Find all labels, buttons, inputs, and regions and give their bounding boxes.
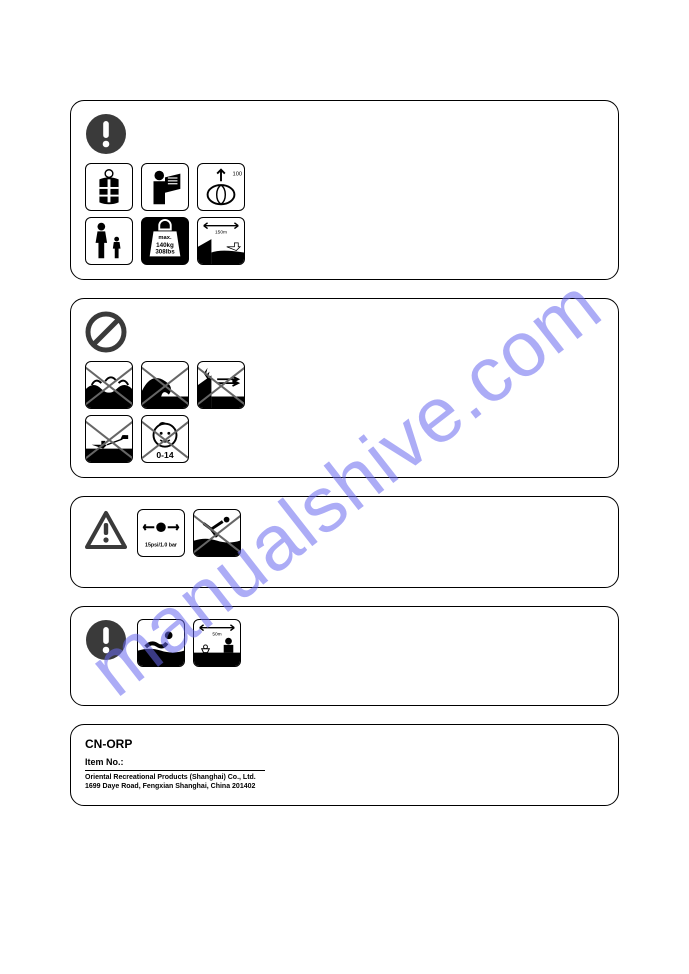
mandatory-row-2: max.140kg308lbs 150m [85, 217, 604, 265]
exclamation-circle-icon [85, 113, 127, 155]
panel-prohibited: 0-14 [70, 298, 619, 478]
inflate-100pct-icon: 100 % [197, 163, 245, 211]
warning-triangle-icon [85, 509, 127, 551]
svg-text:0-14: 0-14 [156, 450, 173, 460]
no-diving-icon [193, 509, 241, 557]
info-code: CN-ORP [85, 737, 604, 753]
prohibited-row-2: 0-14 [85, 415, 604, 463]
swimmers-only-icon [137, 619, 185, 667]
manual-page: manualshive.com 100 % max.140kg308lbs [0, 0, 689, 974]
svg-text:15psi/1.0 bar: 15psi/1.0 bar [145, 542, 177, 548]
exclamation-circle-icon [85, 619, 127, 661]
no-under-14-icon: 0-14 [141, 415, 189, 463]
svg-text:150m: 150m [215, 229, 227, 235]
pressure-icon: 15psi/1.0 bar [137, 509, 185, 557]
no-whitewater-icon [85, 361, 133, 409]
svg-text:max.: max. [158, 235, 172, 241]
mandatory-row-1: 100 % [85, 163, 604, 211]
info-block: CN-ORP Item No.: Oriental Recreational P… [85, 737, 604, 791]
no-breaking-waves-icon [141, 361, 189, 409]
svg-text:50m: 50m [212, 631, 221, 637]
info-address: 1699 Daye Road, Fengxian Shanghai, China… [85, 782, 604, 791]
info-manufacturer: Oriental Recreational Products (Shanghai… [85, 773, 604, 782]
caution-row-1: 15psi/1.0 bar [137, 509, 241, 557]
lifejacket-icon [85, 163, 133, 211]
max-load-icon: max.140kg308lbs [141, 217, 189, 265]
no-circle-icon [85, 311, 127, 353]
adult-child-icon [85, 217, 133, 265]
shore-distance-icon: 150m [197, 217, 245, 265]
read-manual-icon [141, 163, 189, 211]
svg-text:308lbs: 308lbs [155, 248, 175, 255]
info-item-label: Item No.: [85, 757, 265, 772]
notice-row-1: 50m [137, 619, 241, 667]
safe-distance-icon: 50m [193, 619, 241, 667]
no-offshore-wind-icon [197, 361, 245, 409]
prohibited-row-1 [85, 361, 604, 409]
panel-mandatory: 100 % max.140kg308lbs 150m [70, 100, 619, 280]
svg-text:100 %: 100 % [233, 172, 245, 178]
panel-notice: 50m [70, 606, 619, 706]
no-tow-icon [85, 415, 133, 463]
panel-info: CN-ORP Item No.: Oriental Recreational P… [70, 724, 619, 806]
panel-caution: 15psi/1.0 bar [70, 496, 619, 588]
